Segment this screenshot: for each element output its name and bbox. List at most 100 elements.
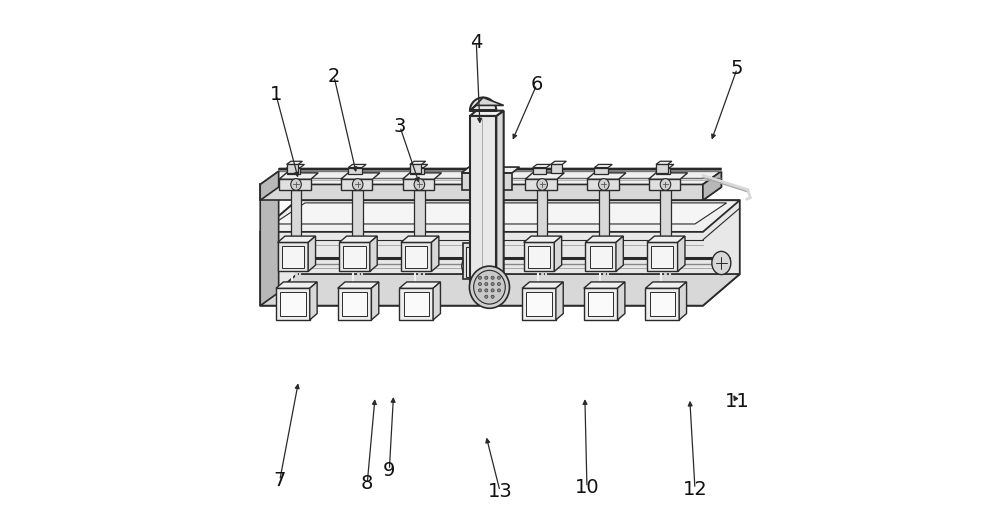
- Bar: [343, 246, 366, 268]
- Polygon shape: [433, 282, 440, 320]
- Polygon shape: [533, 168, 546, 174]
- Polygon shape: [645, 282, 687, 288]
- Ellipse shape: [352, 179, 363, 190]
- Polygon shape: [551, 164, 562, 173]
- Polygon shape: [551, 161, 566, 164]
- Ellipse shape: [497, 289, 501, 292]
- Polygon shape: [524, 236, 562, 242]
- Polygon shape: [679, 282, 687, 320]
- Polygon shape: [594, 164, 612, 168]
- Polygon shape: [645, 288, 679, 320]
- Polygon shape: [341, 173, 380, 179]
- Polygon shape: [338, 282, 379, 288]
- Bar: [404, 292, 429, 316]
- Ellipse shape: [497, 282, 501, 286]
- Polygon shape: [599, 190, 609, 242]
- Bar: [650, 292, 675, 316]
- Polygon shape: [279, 179, 311, 190]
- Ellipse shape: [485, 295, 488, 298]
- Polygon shape: [260, 200, 740, 306]
- Polygon shape: [470, 111, 504, 116]
- Ellipse shape: [491, 282, 494, 286]
- Polygon shape: [291, 190, 301, 242]
- Polygon shape: [401, 236, 439, 242]
- Polygon shape: [647, 242, 678, 271]
- Polygon shape: [260, 200, 740, 232]
- Polygon shape: [338, 288, 371, 320]
- Polygon shape: [616, 236, 623, 271]
- Polygon shape: [260, 171, 721, 184]
- Polygon shape: [276, 288, 310, 320]
- Polygon shape: [537, 190, 547, 242]
- Polygon shape: [556, 282, 563, 320]
- Polygon shape: [276, 282, 317, 288]
- Polygon shape: [525, 173, 564, 179]
- Polygon shape: [410, 164, 421, 173]
- Polygon shape: [278, 236, 316, 242]
- Polygon shape: [462, 173, 512, 190]
- Ellipse shape: [485, 289, 488, 292]
- Polygon shape: [410, 161, 426, 164]
- Polygon shape: [260, 187, 279, 306]
- Ellipse shape: [478, 276, 482, 279]
- Polygon shape: [348, 168, 362, 174]
- Polygon shape: [308, 236, 316, 271]
- Bar: [590, 246, 612, 268]
- Polygon shape: [371, 282, 379, 320]
- Polygon shape: [462, 258, 463, 274]
- Polygon shape: [524, 242, 554, 271]
- Ellipse shape: [291, 179, 301, 190]
- Text: 4: 4: [470, 33, 482, 52]
- Polygon shape: [585, 236, 623, 242]
- Polygon shape: [649, 179, 680, 190]
- Polygon shape: [278, 242, 308, 271]
- Text: 1: 1: [270, 85, 282, 104]
- Ellipse shape: [414, 179, 425, 190]
- Polygon shape: [403, 173, 442, 179]
- Polygon shape: [678, 236, 685, 271]
- Bar: [463, 243, 503, 279]
- Ellipse shape: [537, 179, 547, 190]
- Ellipse shape: [478, 282, 482, 286]
- Polygon shape: [656, 161, 672, 164]
- Polygon shape: [348, 164, 366, 168]
- Polygon shape: [287, 164, 298, 173]
- Polygon shape: [522, 282, 563, 288]
- Polygon shape: [584, 288, 618, 320]
- Ellipse shape: [472, 249, 495, 275]
- Polygon shape: [470, 116, 496, 290]
- Text: 13: 13: [488, 482, 512, 501]
- Polygon shape: [401, 242, 431, 271]
- Polygon shape: [522, 288, 556, 320]
- Polygon shape: [410, 168, 424, 174]
- Bar: [528, 246, 550, 268]
- Polygon shape: [399, 282, 440, 288]
- Bar: [588, 292, 613, 316]
- Polygon shape: [649, 173, 688, 179]
- Bar: [651, 246, 673, 268]
- Polygon shape: [403, 179, 434, 190]
- Polygon shape: [703, 171, 721, 200]
- Text: 9: 9: [383, 461, 396, 480]
- Polygon shape: [656, 168, 670, 174]
- Polygon shape: [339, 242, 370, 271]
- Polygon shape: [260, 184, 703, 200]
- Polygon shape: [310, 282, 317, 320]
- Text: 5: 5: [731, 59, 743, 78]
- Bar: [342, 292, 367, 316]
- Polygon shape: [703, 171, 721, 200]
- Text: 12: 12: [683, 480, 707, 499]
- Polygon shape: [587, 179, 619, 190]
- Polygon shape: [525, 179, 557, 190]
- Polygon shape: [260, 171, 279, 200]
- Polygon shape: [287, 161, 302, 164]
- Polygon shape: [585, 242, 616, 271]
- Polygon shape: [496, 111, 504, 290]
- Polygon shape: [462, 167, 519, 173]
- Bar: [405, 246, 427, 268]
- Ellipse shape: [660, 179, 671, 190]
- Ellipse shape: [712, 251, 731, 275]
- Bar: [466, 247, 500, 277]
- Ellipse shape: [279, 257, 289, 269]
- Polygon shape: [273, 203, 727, 224]
